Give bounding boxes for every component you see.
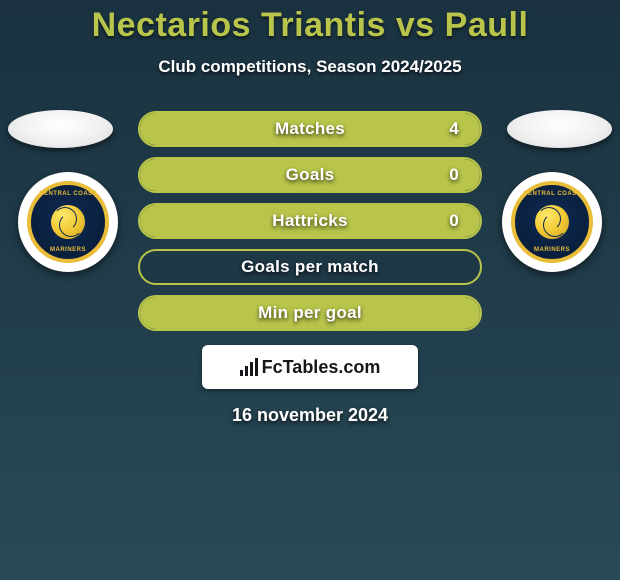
- club-badge-right: CENTRAL COAST MARINERS: [502, 172, 602, 272]
- soccer-ball-icon: [51, 205, 85, 239]
- stat-label: Min per goal: [140, 303, 480, 323]
- club-left-text-bottom: MARINERS: [31, 247, 105, 253]
- date-label: 16 november 2024: [0, 405, 620, 426]
- stat-row: Goals per match: [138, 249, 482, 285]
- club-right-text-bottom: MARINERS: [515, 247, 589, 253]
- source-logo-label: FcTables.com: [262, 357, 381, 378]
- page-title: Nectarios Triantis vs Paull: [0, 6, 620, 45]
- stat-row: Matches4: [138, 111, 482, 147]
- stat-row: Min per goal: [138, 295, 482, 331]
- player-left-avatar: [8, 110, 113, 148]
- source-logo: FcTables.com: [202, 345, 418, 389]
- club-right-text-top: CENTRAL COAST: [515, 191, 589, 197]
- content: Nectarios Triantis vs Paull Club competi…: [0, 0, 620, 426]
- soccer-ball-icon: [535, 205, 569, 239]
- club-left-text-top: CENTRAL COAST: [31, 191, 105, 197]
- source-logo-text: FcTables.com: [240, 357, 381, 378]
- stat-value-right: 0: [434, 165, 474, 185]
- club-badge-left: CENTRAL COAST MARINERS: [18, 172, 118, 272]
- page-subtitle: Club competitions, Season 2024/2025: [0, 57, 620, 77]
- player-right-avatar: [507, 110, 612, 148]
- stats-container: Matches4Goals0Hattricks0Goals per matchM…: [138, 107, 482, 331]
- stat-row: Hattricks0: [138, 203, 482, 239]
- stat-label: Goals per match: [140, 257, 480, 277]
- stat-value-right: 4: [434, 119, 474, 139]
- stat-label: Hattricks: [140, 211, 480, 231]
- stat-value-right: 0: [434, 211, 474, 231]
- bar-chart-icon: [240, 358, 258, 376]
- stat-label: Goals: [140, 165, 480, 185]
- stat-label: Matches: [140, 119, 480, 139]
- stat-row: Goals0: [138, 157, 482, 193]
